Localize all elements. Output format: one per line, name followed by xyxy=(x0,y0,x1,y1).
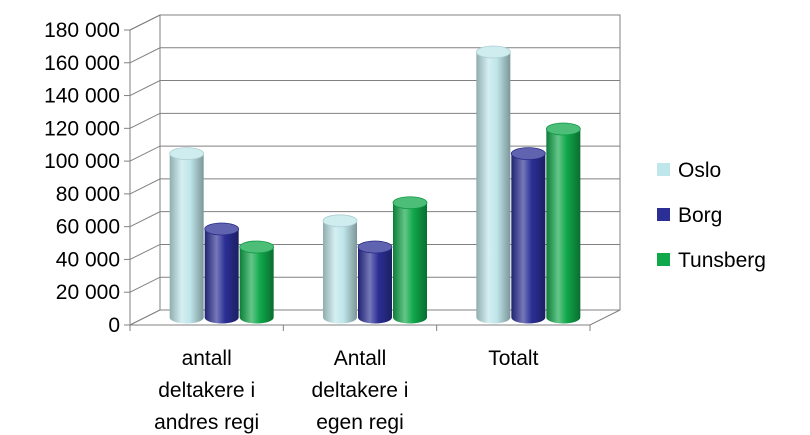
gridline xyxy=(129,276,620,293)
gridline xyxy=(129,145,620,162)
bar-borg-0 xyxy=(204,222,240,324)
legend-swatch xyxy=(657,208,670,221)
legend-label: Oslo xyxy=(678,159,721,182)
y-tick-label: 20 000 xyxy=(56,281,120,304)
bar-oslo-2 xyxy=(475,45,511,324)
legend-item-borg: Borg xyxy=(657,204,722,227)
bar-tunsberg-0 xyxy=(239,240,275,324)
gridlines xyxy=(129,14,620,293)
gridline xyxy=(129,47,620,64)
y-tick-label: 40 000 xyxy=(56,248,120,271)
bar-borg-1 xyxy=(357,240,393,324)
y-tick-label: 180 000 xyxy=(44,19,120,42)
gridline xyxy=(129,112,620,129)
legend-item-tunsberg: Tunsberg xyxy=(657,249,766,272)
legend-item-oslo: Oslo xyxy=(657,159,721,182)
legend: Oslo Borg Tunsberg xyxy=(657,159,766,272)
bars xyxy=(169,45,581,324)
gridline xyxy=(129,211,620,228)
bar-borg-2 xyxy=(510,147,546,324)
gridline xyxy=(129,14,620,31)
x-category-label: Antall deltakere i egen regi xyxy=(312,347,409,434)
y-tick-label: 0 xyxy=(108,314,120,337)
legend-swatch xyxy=(657,253,670,266)
bar-tunsberg-2 xyxy=(545,122,581,324)
legend-label: Tunsberg xyxy=(678,249,766,272)
x-category-label: Totalt xyxy=(488,347,538,370)
y-tick-label: 140 000 xyxy=(44,85,120,108)
legend-label: Borg xyxy=(678,204,722,227)
y-tick-label: 160 000 xyxy=(44,52,120,75)
bar-oslo-0 xyxy=(169,147,205,324)
x-category-label: antall deltakere i andres regi xyxy=(154,347,259,434)
legend-swatch xyxy=(657,163,670,176)
gridline xyxy=(129,178,620,195)
y-tick-label: 120 000 xyxy=(44,117,120,140)
y-axis: 0 20 000 40 000 60 000 80 000 100 000 120 000 1… xyxy=(44,19,131,337)
y-tick-label: 80 000 xyxy=(56,183,120,206)
y-tick-label: 100 000 xyxy=(44,150,120,173)
y-tick-label: 60 000 xyxy=(56,216,120,239)
gridline xyxy=(129,243,620,260)
side-wall xyxy=(129,14,161,326)
gridline xyxy=(129,80,620,97)
x-axis: antall deltakere i andres regi Antall deltak… xyxy=(129,324,591,434)
bar-oslo-1 xyxy=(322,214,358,324)
bar-tunsberg-1 xyxy=(392,196,428,324)
